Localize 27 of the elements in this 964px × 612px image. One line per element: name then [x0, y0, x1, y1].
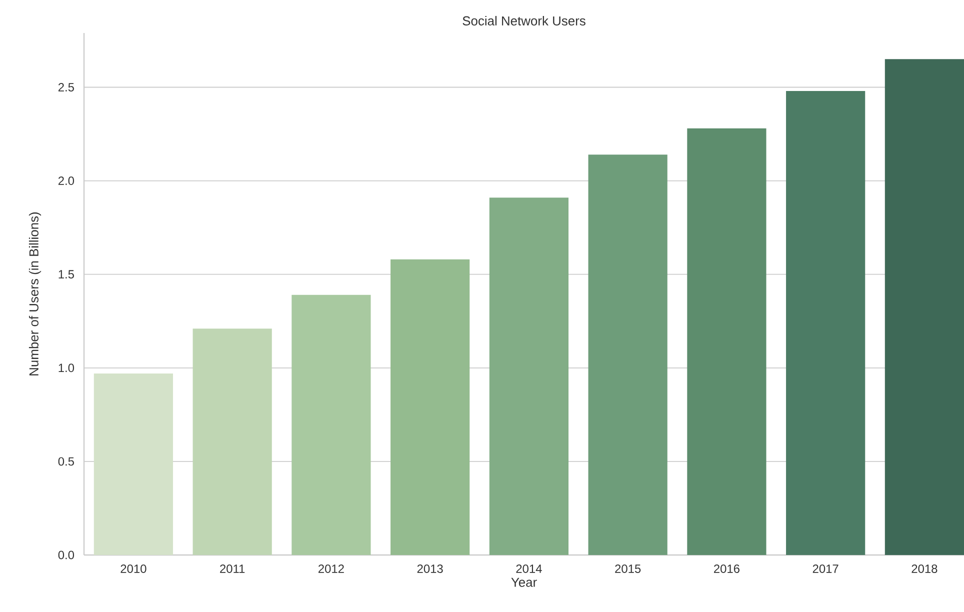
x-tick-label: 2014: [516, 564, 542, 573]
y-tick-label: 0.5: [58, 457, 74, 466]
bar: [884, 59, 964, 555]
bar: [786, 90, 866, 555]
x-axis-title: Year: [511, 578, 537, 587]
y-tick-label: 1.5: [58, 270, 74, 278]
y-tick-label: 1.0: [58, 364, 74, 372]
y-tick-label: 0.0: [58, 550, 74, 560]
y-axis-title: Number of Users (in Billions): [28, 212, 42, 376]
x-tick-label: 2016: [714, 564, 740, 573]
y-tick-label: 2.0: [58, 176, 74, 186]
bar: [192, 328, 272, 555]
x-tick-label: 2012: [318, 564, 344, 573]
bar: [292, 294, 371, 555]
bar: [489, 198, 568, 555]
x-tick-label: 2017: [812, 564, 838, 573]
bar: [390, 259, 470, 555]
chart-title: Social Network Users: [462, 16, 586, 26]
x-tick-label: 2013: [417, 564, 443, 573]
x-tick-label: 2010: [120, 564, 146, 573]
x-tick-label: 2018: [912, 564, 938, 573]
x-tick-label: 2011: [220, 564, 245, 573]
bar: [94, 374, 173, 555]
x-tick-label: 2015: [615, 564, 641, 573]
y-tick-label: 2.5: [58, 83, 74, 92]
bar: [687, 128, 766, 555]
bar: [588, 154, 668, 555]
